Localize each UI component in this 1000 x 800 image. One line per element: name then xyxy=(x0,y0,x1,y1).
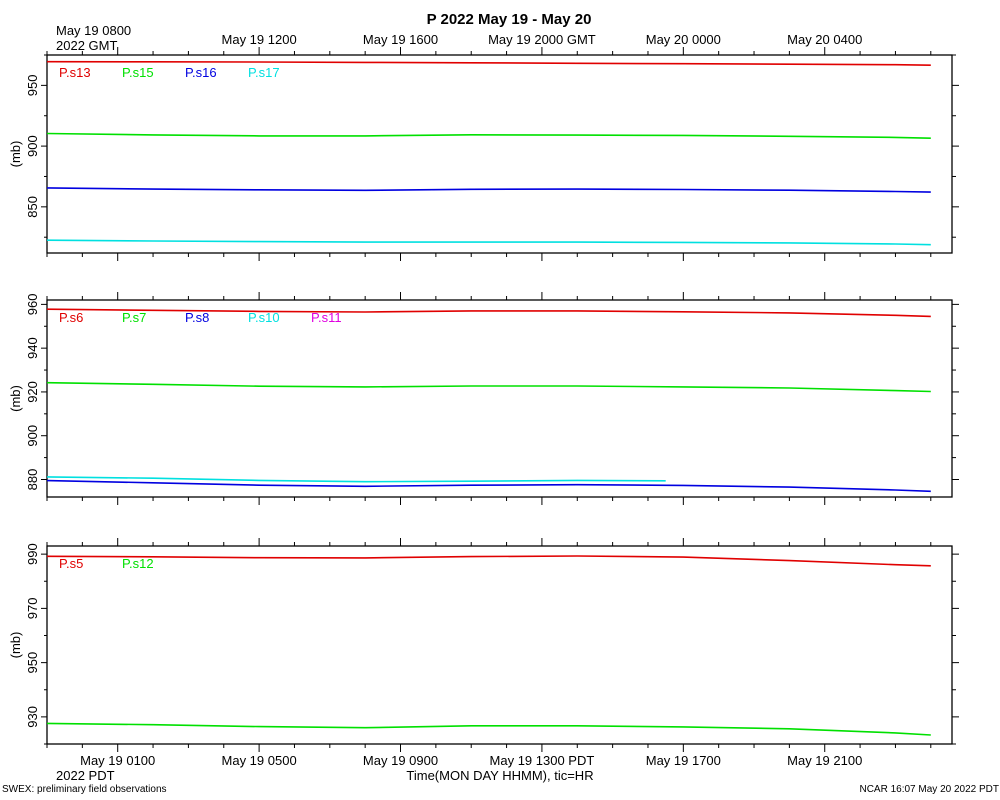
y-tick-label: 940 xyxy=(25,337,40,359)
plot-frame xyxy=(46,299,953,498)
series-line-P.s15 xyxy=(46,132,931,139)
chart-panel-2: 880 900 920 940 960 (mb) P.s6 P.s7 P.s8 P.s10 P.s1… xyxy=(8,292,959,505)
legend-label-P.s15: P.s15 xyxy=(122,65,154,80)
y-axis-label: (mb) xyxy=(8,385,23,412)
chart-panel-1: 850 900 950 (mb) P.s13 P.s15 P.s16 P.s17 xyxy=(8,47,959,261)
legend-label-P.s10: P.s10 xyxy=(248,310,280,325)
x-axis-label: Time(MON DAY HHMM), tic=HR xyxy=(406,768,593,783)
y-tick-label: 970 xyxy=(25,598,40,620)
plot-frame xyxy=(46,54,953,254)
top-axis-tick-label: May 19 1200 xyxy=(222,32,297,47)
y-axis-label: (mb) xyxy=(8,141,23,168)
y-tick-label: 900 xyxy=(25,135,40,157)
y-tick-label: 920 xyxy=(25,381,40,403)
chart-panel-3: 930 950 970 990 (mb) P.s5 P.s12 xyxy=(8,538,959,752)
legend-label-P.s16: P.s16 xyxy=(185,65,217,80)
series-line-P.s8 xyxy=(46,479,931,493)
series-line-P.s7 xyxy=(46,381,931,393)
legend-label-P.s12: P.s12 xyxy=(122,556,154,571)
legend-label-P.s8: P.s8 xyxy=(185,310,209,325)
series-line-P.s10 xyxy=(46,476,666,483)
legend-label-P.s13: P.s13 xyxy=(59,65,91,80)
top-axis-tick-label: May 19 1600 xyxy=(363,32,438,47)
bottom-axis-tick-label: May 19 1300 PDT xyxy=(490,753,595,768)
series-line-P.s6 xyxy=(46,308,931,318)
series-line-P.s13 xyxy=(46,60,931,66)
y-tick-label: 850 xyxy=(25,196,40,218)
top-axis-first-label: May 19 0800 xyxy=(56,23,131,38)
series-line-P.s16 xyxy=(46,187,931,193)
y-tick-label: 990 xyxy=(25,543,40,565)
legend-label-P.s7: P.s7 xyxy=(122,310,146,325)
bottom-axis-tick-label: May 19 2100 xyxy=(787,753,862,768)
series-line-P.s17 xyxy=(46,239,931,246)
bottom-axis-tick-label: May 19 1700 xyxy=(646,753,721,768)
top-axis-tick-label: May 19 2000 GMT xyxy=(488,32,596,47)
y-tick-label: 950 xyxy=(25,75,40,97)
bottom-axis-tick-label: May 19 0100 xyxy=(80,753,155,768)
bottom-axis-tick-label: May 19 0900 xyxy=(363,753,438,768)
series-line-P.s12 xyxy=(46,722,931,736)
bottom-axis-sublabel: 2022 PDT xyxy=(56,768,115,783)
legend-label-P.s17: P.s17 xyxy=(248,65,280,80)
legend-label-P.s5: P.s5 xyxy=(59,556,83,571)
footer-left-note: SWEX: preliminary field observations xyxy=(2,784,167,795)
legend-label-P.s6: P.s6 xyxy=(59,310,83,325)
legend-label-P.s11: P.s11 xyxy=(311,310,342,325)
y-tick-label: 950 xyxy=(25,652,40,674)
plot-frame xyxy=(46,545,953,745)
y-axis-label: (mb) xyxy=(8,632,23,659)
y-tick-label: 900 xyxy=(25,425,40,447)
top-axis-tick-label: May 20 0400 xyxy=(787,32,862,47)
top-axis-first-sublabel: 2022 GMT xyxy=(56,38,117,53)
y-tick-label: 930 xyxy=(25,706,40,728)
footer-right-note: NCAR 16:07 May 20 2022 PDT xyxy=(859,784,999,795)
series-line-P.s5 xyxy=(46,555,931,567)
top-axis-tick-label: May 20 0000 xyxy=(646,32,721,47)
top-axis-labels: May 19 1200 May 19 1600 May 19 2000 GMT May… xyxy=(222,32,863,47)
bottom-axis-tick-label: May 19 0500 xyxy=(222,753,297,768)
y-tick-label: 960 xyxy=(25,294,40,316)
figure-title: P 2022 May 19 - May 20 xyxy=(427,11,592,28)
y-tick-label: 880 xyxy=(25,469,40,491)
bottom-axis-labels: May 19 0100 May 19 0500 May 19 0900 May 19 … xyxy=(80,753,862,768)
